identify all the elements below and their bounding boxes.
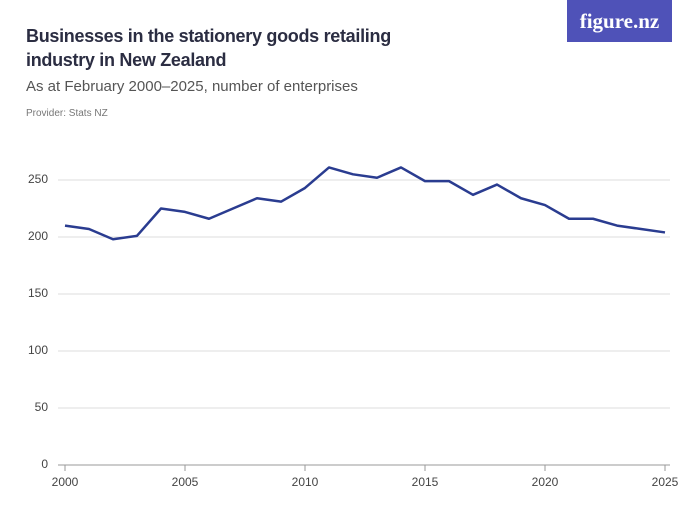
data-line [64, 166, 666, 241]
y-tick-label: 200 [28, 229, 48, 243]
chart-title: Businesses in the stationery goods retai… [26, 26, 391, 70]
y-tick-label: 100 [28, 343, 48, 357]
x-tick-label: 2025 [652, 475, 679, 489]
chart-subtitle: As at February 2000–2025, number of ente… [26, 78, 358, 95]
x-tick-label: 2000 [52, 475, 79, 489]
x-tick-label: 2020 [532, 475, 559, 489]
y-tick-label: 150 [28, 286, 48, 300]
brand-logo[interactable]: figure.nz [567, 0, 672, 42]
x-tick-label: 2015 [412, 475, 439, 489]
y-tick-label: 50 [35, 400, 49, 414]
y-tick-label: 250 [28, 172, 48, 186]
x-tick-label: 2010 [292, 475, 319, 489]
x-tick-label: 2005 [172, 475, 199, 489]
y-tick-label: 0 [41, 457, 48, 471]
provider: Provider: Stats NZ [26, 108, 108, 119]
